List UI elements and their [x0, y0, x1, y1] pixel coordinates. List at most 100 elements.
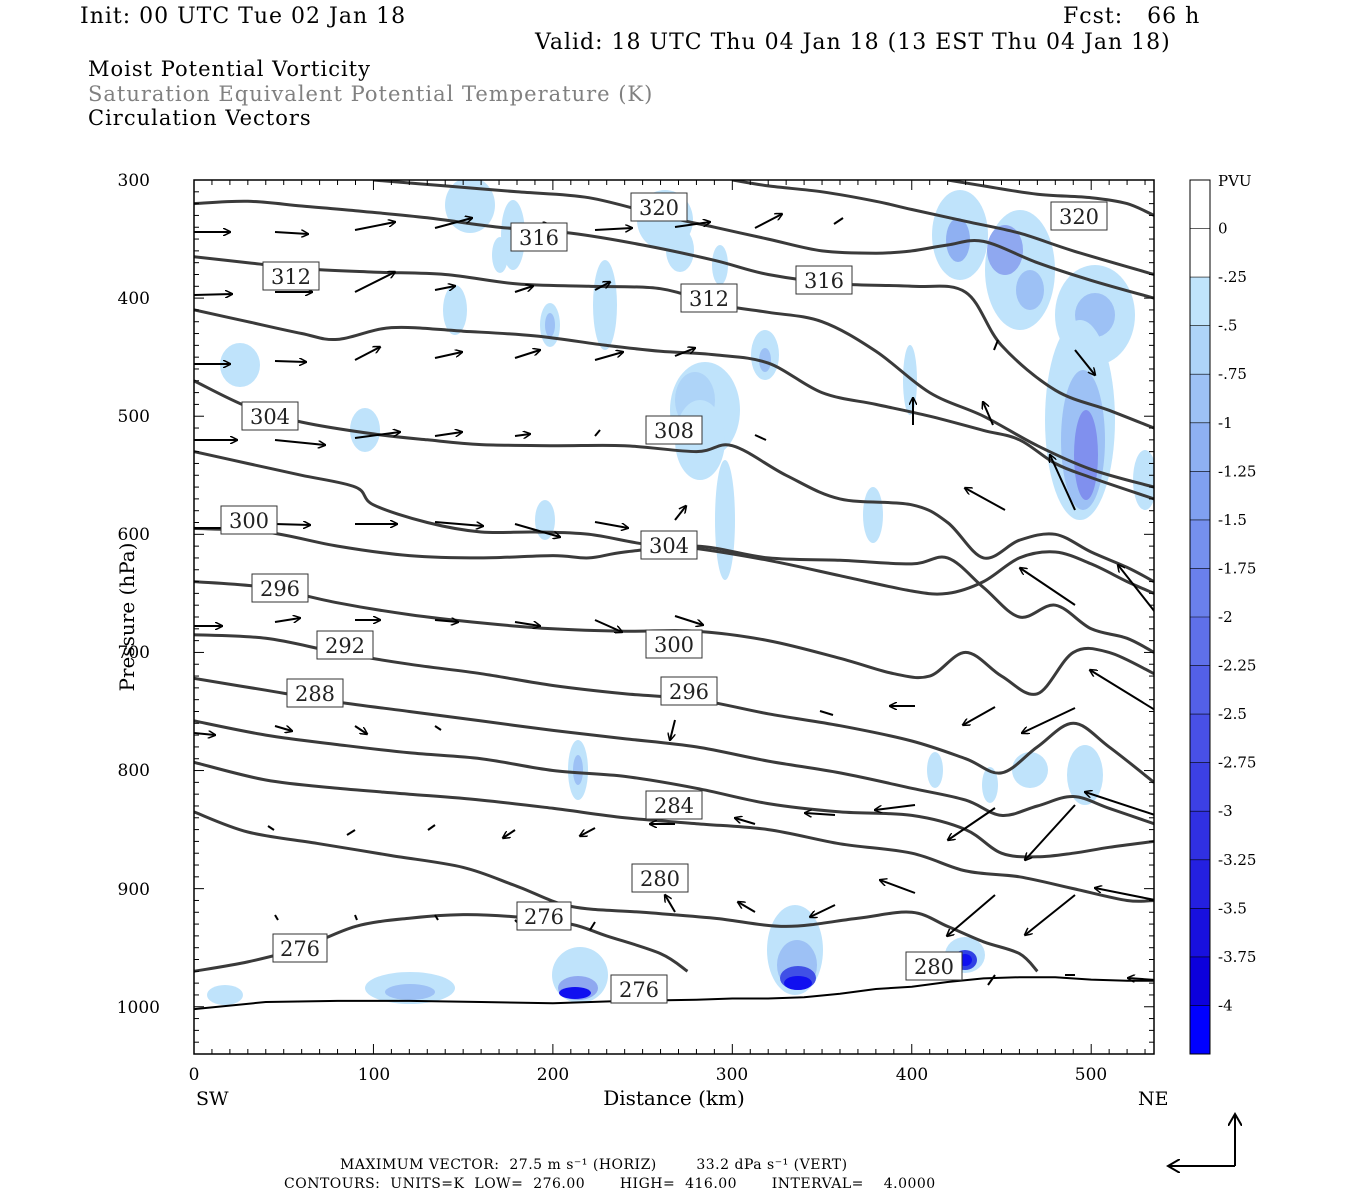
- contour-label-text: 296: [669, 680, 709, 704]
- contour-label-text: 300: [229, 509, 269, 533]
- y-tick-label: 900: [118, 880, 150, 900]
- theta-contour-300: [194, 580, 1154, 696]
- contour-label-text: 288: [295, 682, 335, 706]
- colorbar-label: -2.5: [1218, 705, 1247, 723]
- theta-contour-332: [732, 180, 1154, 276]
- field-vectors-title: Circulation Vectors: [88, 106, 312, 130]
- field-pv-title: Moist Potential Vorticity: [88, 57, 371, 81]
- terrain-line: [194, 976, 1154, 1011]
- theta-contour-316: [194, 308, 1154, 501]
- contour-label: 284: [645, 790, 703, 820]
- colorbar-swatch: [1190, 374, 1210, 424]
- contour-label-text: 308: [654, 419, 694, 443]
- contour-label-text: 292: [325, 634, 365, 658]
- theta-contour-336: [947, 180, 1154, 217]
- contour-label: 280: [905, 951, 963, 981]
- colorbar-swatch: [1190, 519, 1210, 569]
- contour-label: 280: [631, 863, 689, 893]
- colorbar-swatch: [1190, 277, 1210, 327]
- colorbar-swatch: [1190, 859, 1210, 909]
- colorbar-label: -3.75: [1218, 948, 1256, 966]
- colorbar-swatch: [1190, 762, 1210, 812]
- y-tick-label: 300: [118, 171, 150, 191]
- contour-label: 300: [220, 505, 278, 535]
- colorbar-swatch: [1190, 180, 1210, 230]
- colorbar-label: -.5: [1218, 317, 1237, 335]
- forecast-hour: Fcst: 66 h: [1063, 4, 1201, 29]
- contour-label: 304: [640, 530, 698, 560]
- colorbar-swatch: [1190, 617, 1210, 667]
- contour-label: 296: [251, 573, 309, 603]
- contour-label: 276: [516, 901, 572, 931]
- contour-label-text: 280: [914, 955, 954, 979]
- theta-contour-284: [194, 760, 1154, 903]
- pv-colorbar: 0 -.25 -.5 -.75 -1 -1.25 -1.5 -1.75 -2 -2.25 -2.5 -…: [1189, 179, 1256, 1055]
- colorbar-label: -.25: [1218, 268, 1247, 286]
- axis-ticks: [193, 179, 1154, 1055]
- y-tick-label: 800: [118, 761, 150, 781]
- colorbar-label: -2.25: [1218, 657, 1256, 675]
- contour-label: 320: [630, 192, 688, 222]
- colorbar-swatch: [1190, 568, 1210, 618]
- contour-label-text: 316: [519, 226, 559, 250]
- colorbar-swatch: [1190, 325, 1210, 375]
- theta-contour-328: [373, 180, 1154, 300]
- colorbar-label: -3: [1218, 802, 1233, 820]
- init-time: Init: 00 UTC Tue 02 Jan 18: [80, 4, 407, 29]
- contour-label-text: 276: [619, 978, 659, 1002]
- colorbar-label: -1: [1218, 414, 1233, 432]
- x-axis-label: Distance (km): [603, 1086, 745, 1110]
- x-tick-label: 300: [716, 1065, 748, 1085]
- y-axis-label: Pressure (hPa): [115, 543, 139, 692]
- y-tick-label: 1000: [117, 998, 160, 1018]
- colorbar-label: -.75: [1218, 365, 1247, 383]
- theta-contour-280: [194, 810, 1039, 973]
- theta-contour-296: [194, 633, 1154, 784]
- contour-label-text: 284: [654, 794, 694, 818]
- theta-contour-308: [194, 450, 1154, 596]
- colorbar-title: PVU: [1218, 172, 1252, 190]
- contour-label-text: 316: [804, 269, 844, 293]
- contour-label: 312: [262, 261, 320, 291]
- theta-contour-276: [194, 913, 689, 973]
- contour-label-text: 300: [654, 633, 694, 657]
- contour-label-text: 320: [639, 196, 679, 220]
- contour-label-text: 304: [250, 405, 290, 429]
- contour-label: 320: [1050, 201, 1108, 231]
- colorbar-label: -3.5: [1218, 899, 1247, 917]
- colorbar-swatch: [1190, 422, 1210, 472]
- colorbar-label: -2: [1218, 608, 1233, 626]
- x-tick-label: 0: [189, 1065, 200, 1085]
- contour-label-text: 304: [649, 534, 689, 558]
- contour-label-text: 320: [1059, 205, 1099, 229]
- contour-label-text: 312: [271, 265, 311, 289]
- colorbar-label: -3.25: [1218, 851, 1256, 869]
- contour-label: 312: [680, 283, 738, 313]
- colorbar-swatch: [1190, 714, 1210, 764]
- contour-label-text: 276: [524, 905, 564, 929]
- colorbar-label: -2.75: [1218, 754, 1256, 772]
- theta-contour-292: [194, 676, 1154, 826]
- contour-label-text: 296: [260, 577, 300, 601]
- contour-label: 276: [610, 974, 668, 1004]
- x-tick-label: 500: [1075, 1065, 1107, 1085]
- contour-label: 276: [272, 933, 328, 963]
- colorbar-swatch: [1190, 228, 1210, 278]
- y-tick-label: 600: [118, 525, 150, 545]
- colorbar-label: -4: [1218, 996, 1233, 1014]
- contour-label: 308: [645, 415, 703, 445]
- reference-vector-icon: [1168, 1114, 1235, 1166]
- maximum-vector-info: MAXIMUM VECTOR: 27.5 m s⁻¹ (HORIZ) 33.2 …: [340, 1157, 848, 1173]
- y-tick-label: 700: [118, 643, 150, 663]
- contour-label: 316: [510, 222, 568, 252]
- theta-contour-288: [194, 719, 1154, 859]
- colorbar-swatch: [1190, 471, 1210, 521]
- y-tick-label: 500: [118, 407, 150, 427]
- x-left-endpoint: SW: [196, 1088, 229, 1110]
- field-theta-title: Saturation Equivalent Potential Temperat…: [88, 82, 654, 106]
- theta-contours: [194, 180, 1154, 973]
- contour-label: 304: [241, 401, 299, 431]
- contour-labels: 276 276 276 280 280 284 288 292 296 296 …: [220, 192, 1108, 1004]
- x-tick-label: 200: [537, 1065, 569, 1085]
